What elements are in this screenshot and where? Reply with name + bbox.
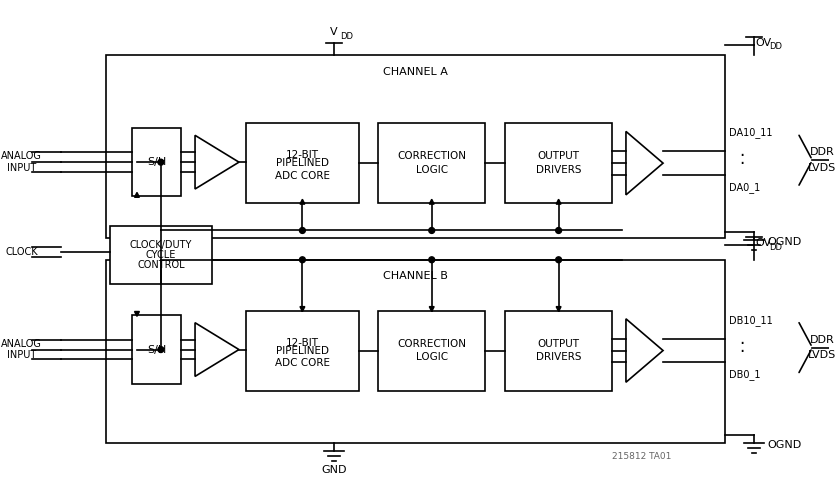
Text: LOGIC: LOGIC [415,165,447,175]
Text: ANALOG
INPUT: ANALOG INPUT [2,152,42,173]
Text: S/H: S/H [146,344,166,354]
Text: OGND: OGND [767,440,801,450]
Text: DD: DD [768,42,782,51]
Bar [132,128,181,196]
Text: DA10_11: DA10_11 [728,128,772,138]
Polygon shape [299,199,304,204]
Text: CLOCK/DUTY: CLOCK/DUTY [130,240,191,250]
Text: OUTPUT: OUTPUT [537,152,579,162]
Polygon shape [195,136,238,189]
Text: DA0_1: DA0_1 [728,182,760,193]
Bar [378,310,485,390]
Text: PIPELINED: PIPELINED [276,158,329,168]
Polygon shape [625,319,662,382]
Bar [246,310,358,390]
Bar [105,260,724,444]
Bar [504,310,612,390]
Text: GND: GND [321,464,346,474]
Circle shape [555,257,561,262]
Polygon shape [135,192,140,198]
Bar [246,123,358,203]
Polygon shape [625,132,662,195]
Polygon shape [555,199,560,204]
Text: V: V [330,27,338,37]
Circle shape [428,228,434,234]
Text: CHANNEL A: CHANNEL A [382,66,447,76]
Text: CYCLE: CYCLE [145,250,176,260]
Text: OGND: OGND [767,237,801,247]
Text: DDR: DDR [808,148,833,158]
Text: DRIVERS: DRIVERS [535,165,581,175]
Text: 12-BIT: 12-BIT [286,338,319,347]
Text: DD: DD [339,32,353,41]
Circle shape [555,228,561,234]
Text: LOGIC: LOGIC [415,352,447,362]
Text: ADC CORE: ADC CORE [274,358,329,368]
Polygon shape [299,306,304,312]
Text: LVDS: LVDS [807,163,835,173]
Polygon shape [555,306,560,312]
Text: ·: · [738,342,744,360]
Text: ANALOG
INPUT: ANALOG INPUT [2,339,42,360]
Bar [132,316,181,384]
Text: CORRECTION: CORRECTION [397,152,466,162]
Bar [378,123,485,203]
Text: DDR: DDR [808,335,833,345]
Text: CORRECTION: CORRECTION [397,338,466,348]
Text: DB10_11: DB10_11 [728,315,772,326]
Text: CONTROL: CONTROL [137,260,185,270]
Polygon shape [429,306,434,312]
Text: DRIVERS: DRIVERS [535,352,581,362]
Circle shape [428,257,434,262]
Polygon shape [195,322,238,376]
Polygon shape [135,312,140,316]
Text: 215812 TA01: 215812 TA01 [612,452,670,462]
Circle shape [299,228,305,234]
Text: LVDS: LVDS [807,350,835,360]
Text: OUTPUT: OUTPUT [537,338,579,348]
Text: OV: OV [755,238,771,248]
Text: S/H: S/H [146,157,166,167]
Circle shape [158,159,164,165]
Text: CHANNEL B: CHANNEL B [382,272,447,281]
Text: ·: · [738,334,744,352]
Text: PIPELINED: PIPELINED [276,346,329,356]
Text: ·: · [738,148,744,166]
Bar [504,123,612,203]
Polygon shape [429,199,434,204]
Text: OV: OV [755,38,771,48]
Text: ADC CORE: ADC CORE [274,171,329,181]
Text: 12-BIT: 12-BIT [286,150,319,160]
Text: ·: · [738,155,744,173]
Bar [105,55,724,238]
Text: DD: DD [768,242,782,252]
Bar [110,226,212,284]
Circle shape [299,257,305,262]
Text: CLOCK: CLOCK [6,247,38,257]
Circle shape [158,346,164,352]
Text: DB0_1: DB0_1 [728,370,760,380]
